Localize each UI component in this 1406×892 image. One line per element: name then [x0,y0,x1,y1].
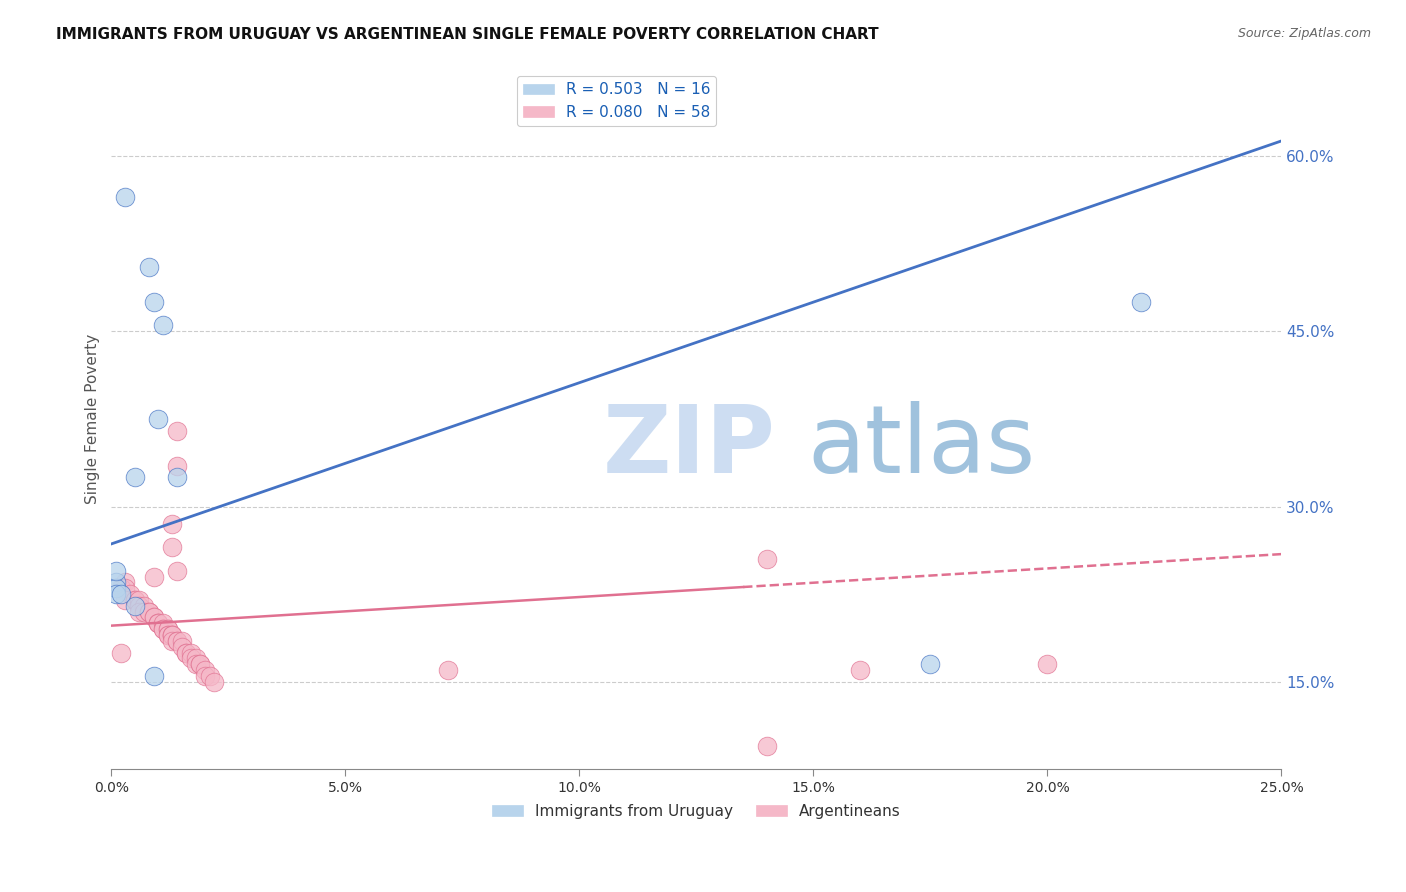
Point [198,669,221,683]
Point [162,633,184,648]
Point [142,569,165,583]
Text: atlas: atlas [807,401,1036,493]
Point [849,663,872,677]
Point [114,575,136,590]
Point [184,651,207,665]
Point [114,593,136,607]
Point [1130,295,1153,310]
Point [162,628,184,642]
Point [1036,657,1059,672]
Point [174,646,197,660]
Point [166,564,188,578]
Point [755,552,778,566]
Point [202,674,225,689]
Point [138,605,160,619]
Point [184,657,207,672]
Point [110,587,132,601]
Point [152,622,174,636]
Point [105,587,128,601]
Point [124,593,146,607]
Point [142,610,165,624]
Point [180,651,202,665]
Point [128,605,150,619]
Point [194,663,217,677]
Point [128,593,150,607]
Point [920,657,942,672]
Point [134,605,156,619]
Point [110,581,132,595]
Text: ZIP: ZIP [603,401,776,493]
Point [128,599,150,613]
Point [142,669,165,683]
Point [162,516,184,531]
Point [142,610,165,624]
Point [138,605,160,619]
Legend: Immigrants from Uruguay, Argentineans: Immigrants from Uruguay, Argentineans [486,797,907,825]
Point [162,628,184,642]
Point [166,424,188,438]
Point [148,412,170,426]
Point [156,622,179,636]
Point [152,318,174,333]
Point [174,646,197,660]
Point [166,458,188,473]
Point [156,622,179,636]
Point [124,593,146,607]
Text: IMMIGRANTS FROM URUGUAY VS ARGENTINEAN SINGLE FEMALE POVERTY CORRELATION CHART: IMMIGRANTS FROM URUGUAY VS ARGENTINEAN S… [56,27,879,42]
Point [138,260,160,274]
Point [152,622,174,636]
Point [124,470,146,484]
Point [114,190,136,204]
Point [142,295,165,310]
Point [105,564,128,578]
Point [105,581,128,595]
Point [124,599,146,613]
Point [110,646,132,660]
Point [170,633,193,648]
Point [152,616,174,631]
Point [437,663,460,677]
Point [188,657,211,672]
Point [156,628,179,642]
Point [755,739,778,753]
Point [148,616,170,631]
Point [134,599,156,613]
Point [170,640,193,654]
Y-axis label: Single Female Poverty: Single Female Poverty [86,334,100,504]
Point [180,646,202,660]
Point [105,575,128,590]
Point [166,633,188,648]
Point [162,628,184,642]
Point [166,633,188,648]
Point [148,616,170,631]
Point [194,669,217,683]
Text: Source: ZipAtlas.com: Source: ZipAtlas.com [1237,27,1371,40]
Point [166,470,188,484]
Point [188,657,211,672]
Point [120,587,142,601]
Point [114,581,136,595]
Point [148,616,170,631]
Point [162,541,184,555]
Point [156,628,179,642]
